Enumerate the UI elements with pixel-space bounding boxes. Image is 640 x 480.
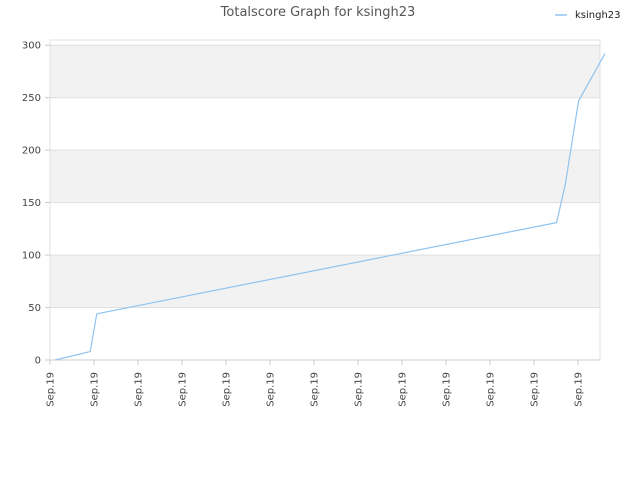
grid-band [50, 45, 600, 98]
y-tick-label: 0 [35, 356, 41, 367]
x-tick-label: Sep.19 [222, 372, 233, 407]
x-tick-label: Sep.19 [442, 372, 453, 407]
grid-band [50, 150, 600, 203]
x-tick-label: Sep.19 [486, 372, 497, 407]
x-tick-label: Sep.19 [134, 372, 145, 407]
series-line [54, 53, 606, 361]
x-tick-label: Sep.19 [266, 372, 277, 407]
x-tick-label: Sep.19 [90, 372, 101, 407]
x-tick-label: Sep.19 [178, 372, 189, 407]
plot-area [49, 39, 601, 361]
x-tick-label: Sep.19 [574, 372, 585, 407]
y-tick-label: 200 [22, 146, 41, 157]
x-tick-label: Sep.19 [310, 372, 321, 407]
y-tick-label: 150 [22, 198, 41, 209]
x-tick-label: Sep.19 [46, 372, 57, 407]
y-tick-label: 250 [22, 93, 41, 104]
y-tick-label: 100 [22, 251, 41, 262]
legend-label: ksingh23 [575, 10, 621, 21]
x-tick-label: Sep.19 [354, 372, 365, 407]
y-tick-label: 300 [22, 41, 41, 52]
grid-band [50, 255, 600, 308]
series-layer [54, 53, 606, 361]
x-tick-label: Sep.19 [398, 372, 409, 407]
x-axis: Sep.19 Sep.19 Sep.19 Sep.19 Sep.19 Sep.19 Sep.… [46, 359, 600, 407]
y-tick-label: 50 [28, 303, 41, 314]
chart-title: Totalscore Graph for ksingh23 [220, 5, 416, 20]
y-axis: 0 50 100 150 200 250 300 [22, 41, 50, 367]
x-tick-label: Sep.19 [530, 372, 541, 407]
legend[interactable]: ksingh23 [555, 10, 621, 21]
